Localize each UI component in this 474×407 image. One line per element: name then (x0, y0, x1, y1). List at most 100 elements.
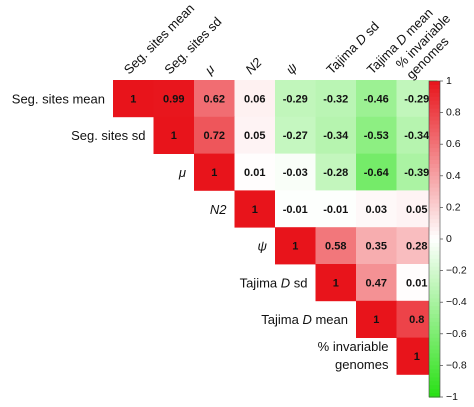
heatmap-cell (234, 80, 276, 118)
colorbar-segment (429, 314, 440, 319)
colorbar-segment (429, 294, 440, 299)
colorbar-segment (429, 203, 440, 208)
heatmap-cell (275, 116, 316, 154)
colorbar-tick-label: 0.4 (446, 170, 461, 182)
cell-value-label: 1 (252, 204, 258, 216)
colorbar-segment (429, 282, 440, 287)
colorbar-segment (429, 156, 440, 161)
cell-value-label: -0.46 (364, 93, 389, 105)
colorbar-segment (429, 325, 440, 331)
colorbar-segment (429, 290, 440, 295)
heatmap-cell (275, 153, 316, 191)
colorbar-segment (429, 262, 440, 268)
heatmap-cell (113, 80, 154, 118)
cell-value-label: 0.01 (244, 167, 265, 179)
colorbar-segment (429, 286, 440, 291)
cell-value-label: 1 (373, 314, 379, 326)
cell-value-label: -0.27 (283, 130, 308, 142)
cell-value-label: 0.72 (204, 130, 225, 142)
colorbar-segment (429, 223, 440, 228)
colorbar-segment (429, 120, 440, 126)
colorbar-segment (429, 333, 440, 339)
colorbar-tick-label: 0.6 (446, 138, 461, 150)
colorbar-segment (429, 341, 440, 347)
colorbar-segment (429, 96, 440, 102)
colorbar-tick-label: 0 (446, 233, 452, 245)
colorbar-tick-label: −0.4 (446, 296, 467, 308)
row-label: Tajima D mean (261, 312, 348, 327)
colorbar-segment (429, 337, 440, 343)
heatmap-cell (234, 116, 276, 154)
colorbar-segment (429, 385, 440, 390)
colorbar-segment (429, 389, 440, 394)
heatmap-cell (315, 227, 357, 265)
colorbar-segment (429, 167, 440, 173)
cell-value-label: 1 (333, 277, 339, 289)
colorbar-tick-label: 1 (446, 75, 452, 87)
colorbar-segment (429, 242, 440, 248)
colorbar-segment (429, 175, 440, 181)
colorbar-segment (429, 266, 440, 272)
heatmap-cell (234, 153, 276, 191)
cell-value-label: -0.01 (323, 204, 348, 216)
cell-value-label: 1 (414, 351, 420, 363)
row-label: μ (178, 165, 186, 180)
cell-value-label: 0.05 (406, 204, 427, 216)
cell-value-label: -0.29 (404, 93, 429, 105)
colorbar-segment (429, 310, 440, 315)
heatmap-cell (153, 116, 195, 154)
heatmap-cell (194, 80, 235, 118)
heatmap-cell (275, 80, 316, 118)
colorbar-segment (429, 353, 440, 359)
heatmap-cell (356, 300, 397, 338)
row-label: Seg. sites mean (12, 91, 105, 106)
cell-value-label: -0.29 (283, 93, 308, 105)
row-label: N2 (210, 202, 227, 217)
colorbar-segment (429, 112, 440, 118)
colorbar-tick-label: 0.2 (446, 201, 461, 213)
heatmap-cell (356, 190, 397, 228)
colorbar-tick-label: −0.8 (446, 359, 467, 371)
colorbar-segment (429, 349, 440, 355)
heatmap-cell (356, 153, 397, 191)
heatmap-cell (153, 80, 195, 118)
row-label: Seg. sites sd (71, 128, 145, 143)
colorbar-segment (429, 191, 440, 197)
colorbar-segment (429, 144, 440, 149)
cell-value-label: -0.34 (404, 130, 430, 142)
colorbar-segment (429, 227, 440, 232)
heatmap-cell (356, 116, 397, 154)
colorbar-segment (429, 365, 440, 370)
cell-value-label: -0.28 (323, 167, 348, 179)
heatmap-cell (356, 264, 397, 302)
colorbar-segment (429, 171, 440, 177)
cell-value-label: 1 (171, 130, 177, 142)
heatmap-cell (275, 227, 316, 265)
colorbar-segment (429, 246, 440, 252)
colorbar-tick-label: −0.2 (446, 265, 467, 277)
colorbar-segment (429, 104, 440, 110)
heatmap-cell (194, 153, 235, 191)
colorbar-segment (429, 207, 440, 212)
colorbar-segment (429, 116, 440, 122)
colorbar-tick-label: −0.6 (446, 328, 467, 340)
cell-value-label: 1 (292, 241, 298, 253)
colorbar-segment (429, 163, 440, 169)
colorbar-segment (429, 124, 440, 129)
heatmap-cells: 1 0.99 0.62 0.06 -0.29 -0.32 -0.46 -0.29 1 0.72 0.… (113, 80, 438, 375)
colorbar-segment (429, 270, 440, 276)
colorbar-segment (429, 235, 440, 240)
cell-value-label: -0.34 (323, 130, 349, 142)
row-label: ψ (258, 239, 268, 254)
colorbar-segment (429, 373, 440, 378)
colorbar-segment (429, 258, 440, 264)
heatmap-cell (356, 227, 397, 265)
cell-value-label: 0.03 (366, 204, 387, 216)
column-label: Seg. sites mean (121, 1, 198, 78)
colorbar-segment (429, 148, 440, 153)
colorbar-segment (429, 132, 440, 137)
heatmap-cell (315, 153, 357, 191)
colorbar-tick-label: −1 (446, 391, 458, 403)
